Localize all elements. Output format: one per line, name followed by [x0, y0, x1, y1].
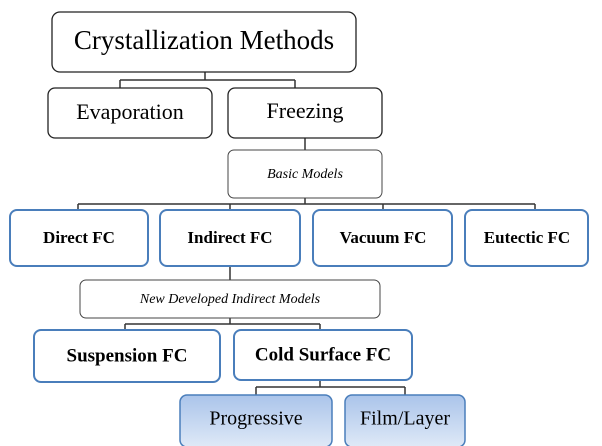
node-box — [51, 11, 357, 73]
connector — [119, 72, 296, 88]
node-label: Freezing — [267, 98, 344, 123]
node-label: Cold Surface FC — [255, 344, 391, 365]
node-box — [312, 209, 453, 267]
node-label: Crystallization Methods — [74, 25, 334, 55]
connector — [77, 198, 536, 210]
node-label: Progressive — [209, 408, 302, 430]
node-box — [47, 87, 213, 139]
node-label: Film/Layer — [360, 408, 450, 430]
node-box — [179, 394, 333, 446]
node-box — [227, 87, 383, 139]
node-label: Direct FC — [43, 228, 115, 247]
node-label: Vacuum FC — [340, 228, 427, 247]
node-box — [159, 209, 301, 267]
node-box — [9, 209, 149, 267]
node-box — [79, 279, 381, 319]
connector — [124, 318, 321, 330]
node-box — [227, 149, 383, 199]
connector — [255, 380, 406, 395]
node-label: Indirect FC — [187, 228, 272, 247]
connectors — [77, 72, 536, 395]
node-box — [233, 329, 413, 381]
node-label: Eutectic FC — [484, 228, 570, 247]
node-label: Basic Models — [267, 167, 343, 182]
node-box — [33, 329, 221, 383]
node-box — [464, 209, 589, 267]
node-label: Suspension FC — [67, 345, 188, 366]
node-label: Evaporation — [76, 99, 184, 124]
node-label: New Developed Indirect Models — [139, 292, 321, 307]
node-box — [344, 394, 466, 446]
